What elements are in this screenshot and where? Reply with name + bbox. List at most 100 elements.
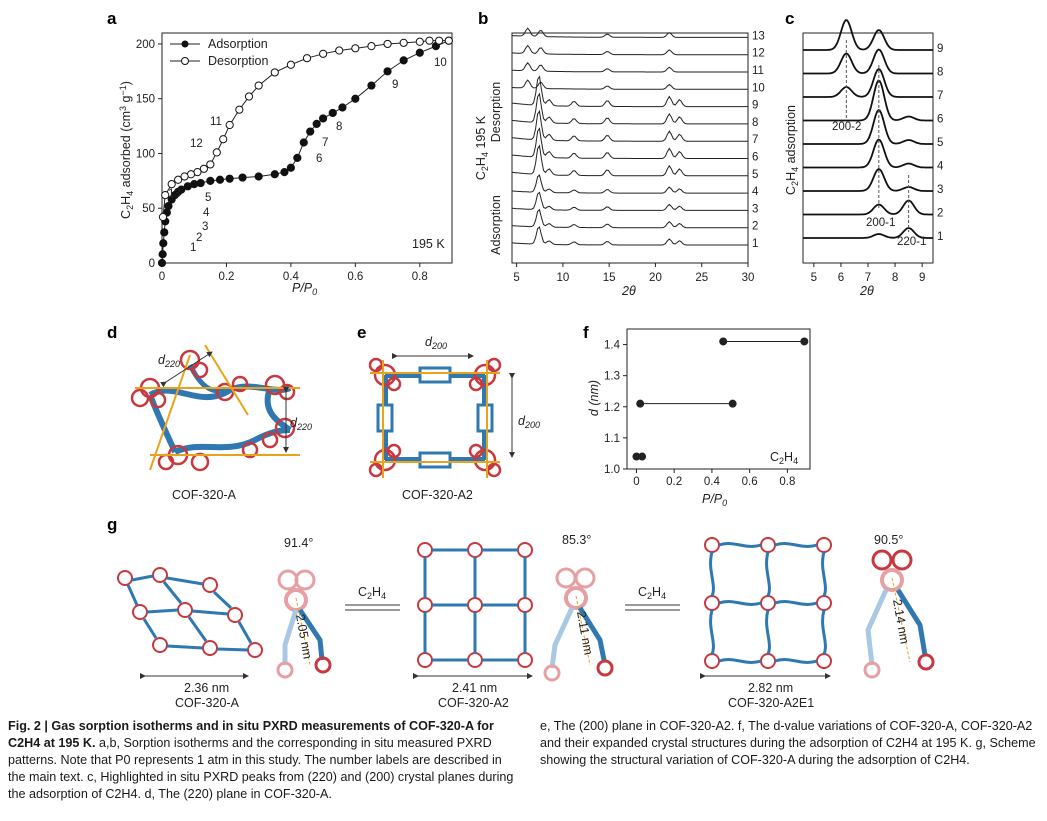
g1-angle: 91.4° (284, 536, 313, 550)
a-point-desorption (399, 38, 408, 47)
g1-width: 2.36 nm (184, 681, 229, 695)
a-point-adsorption (338, 103, 347, 112)
g3-linker (863, 549, 935, 679)
a-point-adsorption (225, 174, 234, 183)
c-trace-label: 2 (937, 208, 943, 220)
panel-label-g: g (107, 515, 117, 534)
c-peak-200-2: 200-2 (832, 121, 861, 133)
g-structure-1: 2.36 nm COF-320-A 91.4° 2.05 nm (117, 536, 332, 710)
b-trace-label: 4 (752, 186, 759, 198)
f-xtick-label: 0.6 (742, 476, 758, 488)
b-trace-label: 13 (752, 30, 765, 42)
b-trace-label: 12 (752, 48, 765, 60)
panel-f: f 0 0.2 0.4 0.6 0.8 1.0 1.1 1.2 1.3 1.4 C2H4 P/P0… (583, 323, 811, 508)
b-trace (511, 208, 748, 229)
a-point-desorption (167, 180, 176, 189)
f-xtick-label: 0.4 (704, 476, 721, 488)
a-point-desorption (319, 49, 328, 58)
caption-part-ab: a,b, Sorption isotherms and the correspo… (8, 736, 502, 784)
panel-label-b: b (478, 9, 488, 28)
b-trace (511, 61, 748, 73)
caption-part-g: g, Scheme showing the structural variati… (540, 736, 1036, 767)
a-point-desorption (158, 212, 168, 222)
a-point-desorption (351, 44, 360, 53)
a-point-adsorption (299, 138, 308, 147)
a-point-desorption (206, 160, 215, 169)
a-ytick-label: 200 (136, 39, 155, 51)
c-trace-label: 8 (937, 67, 943, 79)
a-point-label: 5 (205, 192, 211, 204)
c-trace-label: 4 (937, 161, 944, 173)
b-trace (511, 144, 748, 177)
c-trace-label: 9 (937, 43, 943, 55)
a-point-label: 6 (316, 153, 322, 165)
a-xlabel: P/P0 (292, 281, 317, 297)
cof-320-a-framework: d220 d220 (130, 344, 312, 472)
a-xtick-label: 0.2 (218, 271, 234, 283)
f-ytick-label: 1.1 (604, 433, 620, 445)
c-ylabel: C2H4 adsorption (784, 105, 800, 195)
caption-left: Fig. 2 | Gas sorption isotherms and in s… (8, 718, 520, 803)
a-axes: 0 0.2 0.4 0.6 0.8 0 50 100 150 200 (136, 39, 428, 283)
c-xtick-label: 5 (811, 272, 817, 284)
a-ytick-label: 50 (142, 203, 155, 215)
c-trace-label: 5 (937, 137, 943, 149)
a-point-adsorption (319, 114, 328, 123)
b-trace (511, 75, 748, 108)
a-xtick-label: 0 (159, 271, 165, 283)
a-point-desorption (244, 92, 254, 101)
a-point-adsorption (160, 228, 169, 237)
caption-title: Fig. 2 | Gas sorption isotherms and in s… (8, 719, 494, 750)
panel-label-e: e (357, 323, 366, 342)
b-trace-label: 7 (752, 134, 758, 146)
a-point-adsorption (196, 178, 205, 188)
c-trace (803, 227, 933, 239)
d220-label-a: d220 (158, 353, 180, 369)
a-point-label: 2 (196, 232, 202, 244)
a-xtick-label: 0.4 (283, 271, 300, 283)
a-point-desorption (235, 105, 244, 114)
g-arrow-1: C2H4 (345, 585, 400, 611)
g2-name: COF-320-A2 (438, 696, 509, 710)
a-point-desorption (302, 54, 312, 63)
f-ytick-label: 1.2 (604, 402, 620, 414)
a-point-adsorption (254, 172, 263, 181)
d220-label-b: d220 (290, 416, 312, 432)
legend-marker-desorption (181, 57, 189, 65)
a-point-label: 13 (168, 188, 181, 200)
panel-d: d d220 d220 (107, 323, 312, 502)
a-point-label: 4 (203, 207, 210, 219)
b-trace (511, 226, 748, 246)
a-point-desorption (219, 135, 228, 144)
g1-linker (276, 569, 332, 679)
b-trace-label: 5 (752, 169, 758, 181)
a-point-adsorption (383, 67, 392, 76)
a-point-desorption (444, 36, 453, 45)
b-ylabel: C2H4 195 K (474, 115, 490, 180)
a-ytick-label: 100 (136, 148, 155, 160)
f-ylabel: d (nm) (587, 380, 601, 416)
caption-part-c: c, Highlighted in situ PXRD peaks from (… (8, 770, 514, 801)
panel-label-c: c (785, 9, 794, 28)
legend-desorption: Desorption (208, 54, 268, 68)
f-xtick-label: 0.2 (666, 476, 682, 488)
a-point-adsorption (177, 185, 186, 194)
c-traces: 1 2 3 4 5 6 7 8 9 (803, 19, 944, 243)
a-point-desorption (286, 60, 295, 69)
g3-name: COF-320-A2E1 (728, 696, 814, 710)
a-point-desorption (367, 42, 376, 51)
f-xtick-label: 0 (633, 476, 639, 488)
panel-a: a 0 0.2 0.4 0.6 0.8 0 50 100 150 200 Adsorption D… (107, 9, 453, 297)
g-arrow-2-label: C2H4 (638, 585, 666, 601)
b-axes: 5 10 15 20 25 30 (513, 263, 754, 284)
a-point-adsorption (270, 170, 279, 179)
f-axes: 0 0.2 0.4 0.6 0.8 1.0 1.1 1.2 1.3 1.4 (604, 340, 795, 488)
d200-label-a: d200 (425, 335, 447, 351)
b-trace-label: 2 (752, 221, 758, 233)
b-trace-label: 10 (752, 82, 765, 94)
a-point-label: 8 (336, 121, 342, 133)
c-xlabel: 2θ (859, 284, 874, 298)
g-arrow-1-label: C2H4 (358, 585, 386, 601)
b-trace-label: 11 (752, 65, 764, 77)
